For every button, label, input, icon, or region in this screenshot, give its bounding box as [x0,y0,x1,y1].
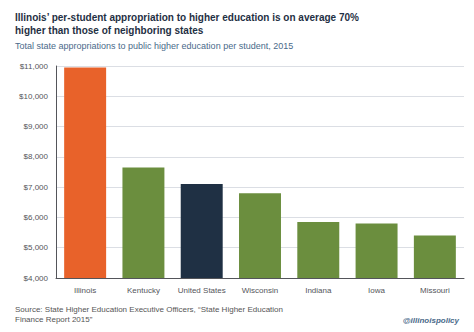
svg-text:Illinois: Illinois [74,286,96,295]
svg-text:$4,000: $4,000 [24,274,49,283]
svg-text:United States: United States [178,286,226,295]
svg-text:@illinoispolicy: @illinoispolicy [403,316,460,325]
svg-text:$11,000: $11,000 [20,62,49,71]
svg-text:Finance Report 2015”: Finance Report 2015” [15,315,93,324]
svg-text:Wisconsin: Wisconsin [242,286,278,295]
svg-text:$10,000: $10,000 [19,92,48,101]
svg-text:Iowa: Iowa [368,286,385,295]
svg-text:higher than those of neighbori: higher than those of neighboring states [15,25,204,36]
svg-text:Source: State Higher Education: Source: State Higher Education Executive… [15,305,283,314]
svg-text:$9,000: $9,000 [24,122,49,131]
svg-text:$7,000: $7,000 [24,183,49,192]
svg-text:$5,000: $5,000 [24,243,49,252]
svg-text:$6,000: $6,000 [24,213,49,222]
svg-text:Total state appropriations to: Total state appropriations to public hig… [15,41,293,51]
svg-text:$8,000: $8,000 [24,152,49,161]
svg-text:Indiana: Indiana [305,286,332,295]
svg-text:Missouri: Missouri [420,286,450,295]
svg-text:Illinois’ per-student appropri: Illinois’ per-student appropriation to h… [15,12,359,23]
svg-text:Kentucky: Kentucky [127,286,160,295]
